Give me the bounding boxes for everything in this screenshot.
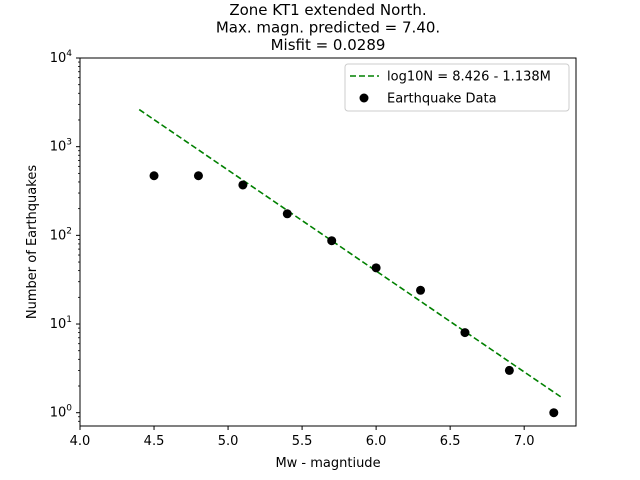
data-point [327, 236, 337, 246]
data-point [549, 408, 559, 418]
y-tick-label: 100 [50, 404, 73, 421]
y-axis: 100 101 102 103 104 [50, 49, 80, 422]
x-axis: 4.0 4.5 5.0 5.5 6.0 6.5 7.0 [70, 426, 535, 449]
chart-title: Zone KT1 extended North.Max. magn. predi… [216, 1, 440, 54]
data-point [193, 171, 203, 181]
data-point [460, 328, 470, 338]
y-tick-label: 102 [50, 226, 72, 243]
fit-line [138, 108, 562, 398]
data-point [149, 171, 159, 181]
chart-title-line: Misfit = 0.0289 [271, 36, 386, 54]
y-tick-label: 103 [50, 138, 72, 155]
legend: log10N = 8.426 - 1.138M Earthquake Data [344, 63, 570, 112]
x-tick-label: 5.0 [218, 434, 239, 449]
legend-label: log10N = 8.426 - 1.138M [387, 70, 551, 85]
x-tick-label: 6.5 [440, 434, 461, 449]
y-tick-label: 104 [50, 49, 73, 66]
y-axis-label: Number of Earthquakes [25, 165, 40, 319]
x-tick-label: 5.5 [292, 434, 313, 449]
data-point [416, 285, 426, 295]
y-tick-label: 101 [50, 315, 72, 332]
data-point [282, 209, 292, 219]
data-point [504, 365, 514, 375]
x-axis-label: Mw - magntiude [275, 456, 380, 471]
legend-marker-swatch [359, 93, 369, 103]
plot-area [79, 57, 577, 427]
chart-title-line: Zone KT1 extended North. [229, 1, 426, 19]
x-tick-label: 4.0 [70, 434, 91, 449]
legend-box [344, 63, 570, 112]
data-point [371, 263, 381, 273]
legend-label: Earthquake Data [387, 92, 497, 107]
data-point [238, 180, 248, 190]
series-layer [138, 108, 562, 418]
x-tick-label: 7.0 [514, 434, 535, 449]
x-tick-label: 6.0 [366, 434, 387, 449]
chart-title-line: Max. magn. predicted = 7.40. [216, 19, 440, 37]
x-tick-label: 4.5 [144, 434, 165, 449]
